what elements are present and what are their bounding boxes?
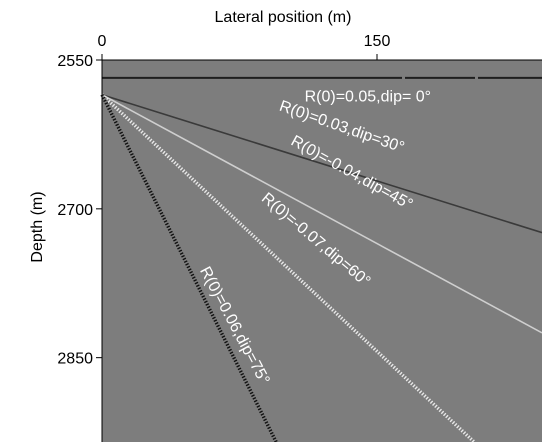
series-line-r-0-0-04-dip-45 (101, 94, 542, 334)
y-tick-label: 2850 (57, 351, 93, 368)
y-axis-label: Depth (m) (29, 191, 46, 262)
series-line-r-0-0-03-dip-30 (101, 93, 542, 234)
plot-background (102, 60, 542, 442)
y-tick-label: 2700 (57, 202, 93, 219)
x-tick-label: 0 (98, 33, 107, 50)
x-tick-label: 150 (364, 33, 391, 50)
series-layer (100, 76, 542, 442)
series-line-r-0-0-07-dip-60 (100, 93, 476, 442)
y-tick-label: 2550 (57, 53, 93, 70)
axes: Lateral position (m) Depth (m) 0 150 2550 2… (29, 9, 542, 442)
annotation-r-0-0-05-dip-0: R(0)=0.05,dip= 0° (305, 89, 431, 106)
x-axis-label: Lateral position (m) (215, 9, 352, 26)
